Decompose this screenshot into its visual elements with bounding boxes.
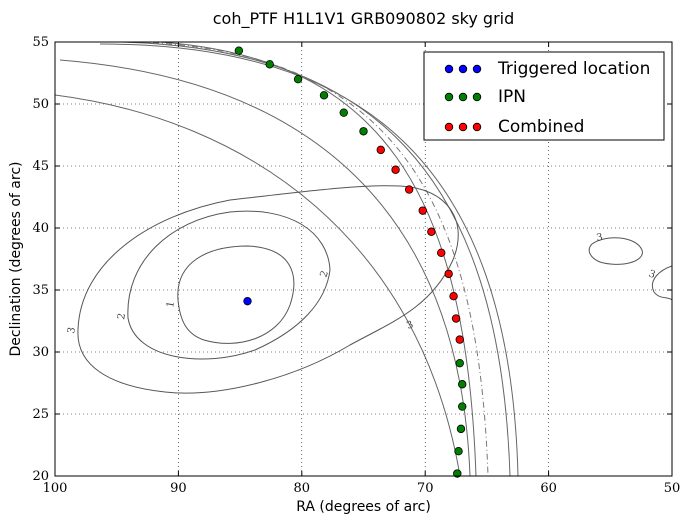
data-point	[458, 402, 467, 411]
y-tick-label: 25	[32, 407, 49, 422]
contour-label: 2	[116, 312, 128, 320]
legend-marker	[458, 64, 468, 74]
data-point	[404, 185, 414, 194]
ipn-annulus-inner	[159, 42, 477, 476]
legend-marker	[458, 92, 468, 102]
chart-title: coh_PTF H1L1V1 GRB090802 sky grid	[213, 9, 515, 29]
data-point	[359, 127, 368, 136]
data-markers	[234, 46, 467, 478]
ipn-annulus-innermost	[55, 94, 461, 476]
contour-level-3	[77, 185, 459, 394]
y-tick-label: 40	[32, 221, 49, 236]
axis-ticks	[54, 41, 673, 477]
ipn-annulus-inner2	[59, 59, 471, 476]
data-point	[444, 269, 453, 279]
x-tick-label: 80	[294, 481, 311, 496]
y-tick-label: 50	[32, 97, 49, 112]
contour-label: 2	[318, 269, 331, 279]
contour-label: 3	[647, 268, 657, 281]
data-point	[391, 165, 400, 174]
data-point	[376, 145, 385, 155]
y-tick-label: 30	[32, 345, 49, 360]
y-tick-labels: 20 25 30 35 40 45 50 55	[32, 35, 49, 484]
data-point	[454, 447, 463, 456]
data-point	[418, 206, 427, 215]
contour-lines	[55, 42, 672, 476]
legend: Triggered location IPN Combined	[423, 51, 665, 141]
x-tick-label: 60	[540, 481, 557, 496]
data-point	[293, 74, 303, 84]
legend-marker	[472, 92, 482, 102]
data-point	[458, 380, 467, 389]
y-tick-label: 45	[32, 159, 49, 174]
x-tick-label: 70	[417, 481, 434, 496]
ipn-annulus-outer2	[119, 42, 511, 476]
legend-marker	[444, 64, 454, 74]
legend-marker	[472, 64, 482, 74]
contour-level-2	[127, 210, 331, 360]
data-point	[456, 424, 466, 434]
data-point	[319, 91, 329, 100]
contour-labels: 1 2 3 2 3 3 3	[66, 232, 657, 335]
x-tick-label: 100	[43, 481, 68, 496]
data-point	[455, 335, 464, 344]
x-axis-label: RA (degrees of arc)	[296, 499, 431, 515]
data-point	[449, 292, 458, 301]
contour-label: 3	[596, 232, 604, 244]
data-point	[427, 227, 436, 236]
legend-marker	[444, 92, 454, 102]
data-point	[453, 469, 462, 478]
y-tick-label: 20	[32, 469, 49, 484]
x-tick-label: 90	[170, 481, 187, 496]
contour-right-3	[588, 237, 643, 265]
contour-label: 3	[66, 326, 78, 334]
legend-marker	[444, 122, 454, 132]
data-point	[437, 248, 446, 257]
contour-label: 1	[165, 300, 177, 308]
contour-right-3b	[652, 265, 672, 301]
data-point	[451, 314, 461, 323]
legend-markers	[444, 64, 482, 132]
x-tick-label: 50	[664, 481, 681, 496]
contour-level-1	[177, 245, 295, 344]
data-point	[455, 358, 464, 368]
legend-marker	[472, 122, 482, 132]
data-point	[234, 46, 244, 55]
y-axis-label: Declination (degrees of arc)	[8, 162, 24, 357]
data-point	[339, 108, 348, 117]
contour-label: 3	[405, 319, 415, 332]
plot-frame	[54, 41, 673, 477]
legend-label-ipn: IPN	[498, 87, 526, 107]
ipn-annulus-center	[139, 42, 489, 476]
legend-marker	[458, 122, 468, 132]
y-tick-label: 55	[32, 35, 49, 50]
data-point	[243, 296, 252, 306]
y-tick-label: 35	[32, 283, 49, 298]
x-tick-labels: 100 90 80 70 60 50	[43, 481, 681, 496]
data-point	[265, 60, 274, 69]
ipn-annulus-outer	[99, 43, 519, 476]
legend-label-triggered: Triggered location	[497, 59, 650, 79]
legend-label-combined: Combined	[498, 117, 584, 137]
